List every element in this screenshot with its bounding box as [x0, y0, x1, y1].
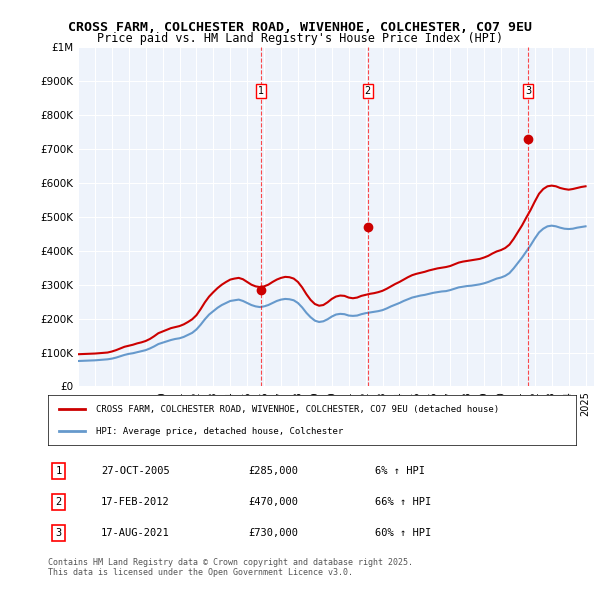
Text: 17-FEB-2012: 17-FEB-2012 [101, 497, 170, 507]
Text: 66% ↑ HPI: 66% ↑ HPI [376, 497, 431, 507]
Text: 2: 2 [365, 86, 371, 96]
Text: £285,000: £285,000 [248, 466, 299, 476]
Text: HPI: Average price, detached house, Colchester: HPI: Average price, detached house, Colc… [95, 427, 343, 436]
Text: £470,000: £470,000 [248, 497, 299, 507]
Text: CROSS FARM, COLCHESTER ROAD, WIVENHOE, COLCHESTER, CO7 9EU (detached house): CROSS FARM, COLCHESTER ROAD, WIVENHOE, C… [95, 405, 499, 414]
Text: 2: 2 [55, 497, 62, 507]
Text: Price paid vs. HM Land Registry's House Price Index (HPI): Price paid vs. HM Land Registry's House … [97, 32, 503, 45]
Text: Contains HM Land Registry data © Crown copyright and database right 2025.
This d: Contains HM Land Registry data © Crown c… [48, 558, 413, 577]
Text: 27-OCT-2005: 27-OCT-2005 [101, 466, 170, 476]
Text: 3: 3 [525, 86, 532, 96]
Text: CROSS FARM, COLCHESTER ROAD, WIVENHOE, COLCHESTER, CO7 9EU: CROSS FARM, COLCHESTER ROAD, WIVENHOE, C… [68, 21, 532, 34]
Text: 3: 3 [55, 528, 62, 538]
Text: £730,000: £730,000 [248, 528, 299, 538]
Text: 17-AUG-2021: 17-AUG-2021 [101, 528, 170, 538]
Text: 6% ↑ HPI: 6% ↑ HPI [376, 466, 425, 476]
Text: 1: 1 [258, 86, 264, 96]
Text: 60% ↑ HPI: 60% ↑ HPI [376, 528, 431, 538]
Text: 1: 1 [55, 466, 62, 476]
